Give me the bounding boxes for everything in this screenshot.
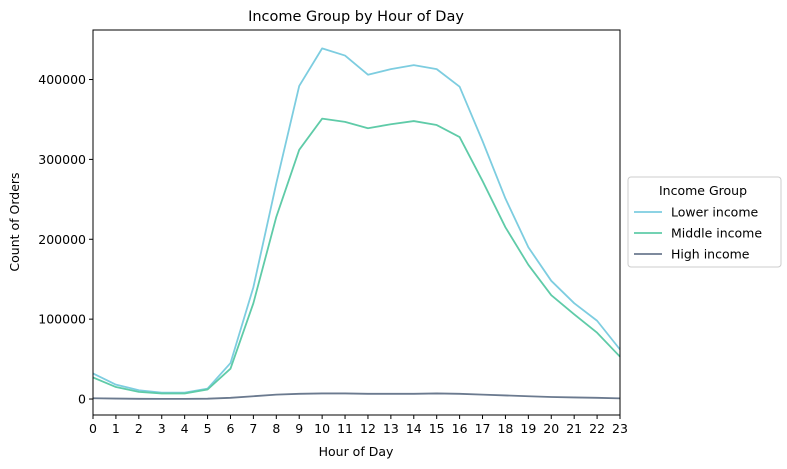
legend-box (627, 176, 782, 268)
legend-item-middle-income: Middle income (634, 226, 762, 241)
x-tick-label: 23 (612, 421, 628, 436)
legend: Income Group Lower income Middle income Hi… (627, 176, 782, 268)
plot-lines (92, 47, 621, 400)
x-axis-ticks: 0 1 2 3 4 5 6 7 8 9 10 11 12 13 14 15 16 17 18 19 20 21 22 23 (89, 415, 628, 436)
x-tick-label: 3 (158, 421, 166, 436)
x-tick-label: 15 (429, 421, 445, 436)
y-axis-ticks: 0 100000 200000 300000 400000 (38, 72, 93, 407)
y-tick-label: 100000 (38, 312, 86, 327)
x-tick-label: 10 (314, 421, 330, 436)
x-tick-label: 1 (112, 421, 120, 436)
plot-frame (92, 29, 621, 416)
x-tick-label: 16 (452, 421, 468, 436)
series-line-high-income (92, 392, 621, 400)
legend-item-lower-income: Lower income (634, 205, 759, 220)
legend-label: Middle income (671, 226, 762, 241)
x-tick-label: 22 (589, 421, 605, 436)
x-tick-label: 17 (475, 421, 491, 436)
x-tick-label: 20 (543, 421, 559, 436)
y-axis-label: Count of Orders (7, 172, 22, 271)
y-tick-label: 400000 (38, 72, 86, 87)
x-tick-label: 8 (272, 421, 280, 436)
legend-item-high-income: High income (634, 247, 750, 262)
x-tick-label: 18 (497, 421, 513, 436)
legend-label: Lower income (671, 205, 759, 220)
series-line-lower-income (92, 47, 621, 394)
x-tick-label: 6 (227, 421, 235, 436)
y-tick-label: 200000 (38, 232, 86, 247)
x-tick-label: 13 (383, 421, 399, 436)
x-tick-label: 19 (520, 421, 536, 436)
legend-items: Lower income Middle income High income (634, 205, 762, 262)
y-tick-label: 300000 (38, 152, 86, 167)
legend-label: High income (671, 247, 750, 262)
x-tick-label: 12 (360, 421, 376, 436)
x-axis-label: Hour of Day (319, 444, 394, 459)
x-tick-label: 14 (406, 421, 422, 436)
x-tick-label: 7 (249, 421, 257, 436)
series-line-middle-income (92, 117, 621, 395)
chart-title: Income Group by Hour of Day (248, 9, 464, 25)
x-tick-label: 5 (204, 421, 212, 436)
y-tick-label: 0 (78, 392, 86, 407)
x-tick-label: 21 (566, 421, 582, 436)
legend-title: Income Group (659, 183, 747, 198)
x-tick-label: 11 (337, 421, 353, 436)
x-tick-label: 9 (295, 421, 303, 436)
x-tick-label: 0 (89, 421, 97, 436)
x-tick-label: 4 (181, 421, 189, 436)
x-tick-label: 2 (135, 421, 143, 436)
